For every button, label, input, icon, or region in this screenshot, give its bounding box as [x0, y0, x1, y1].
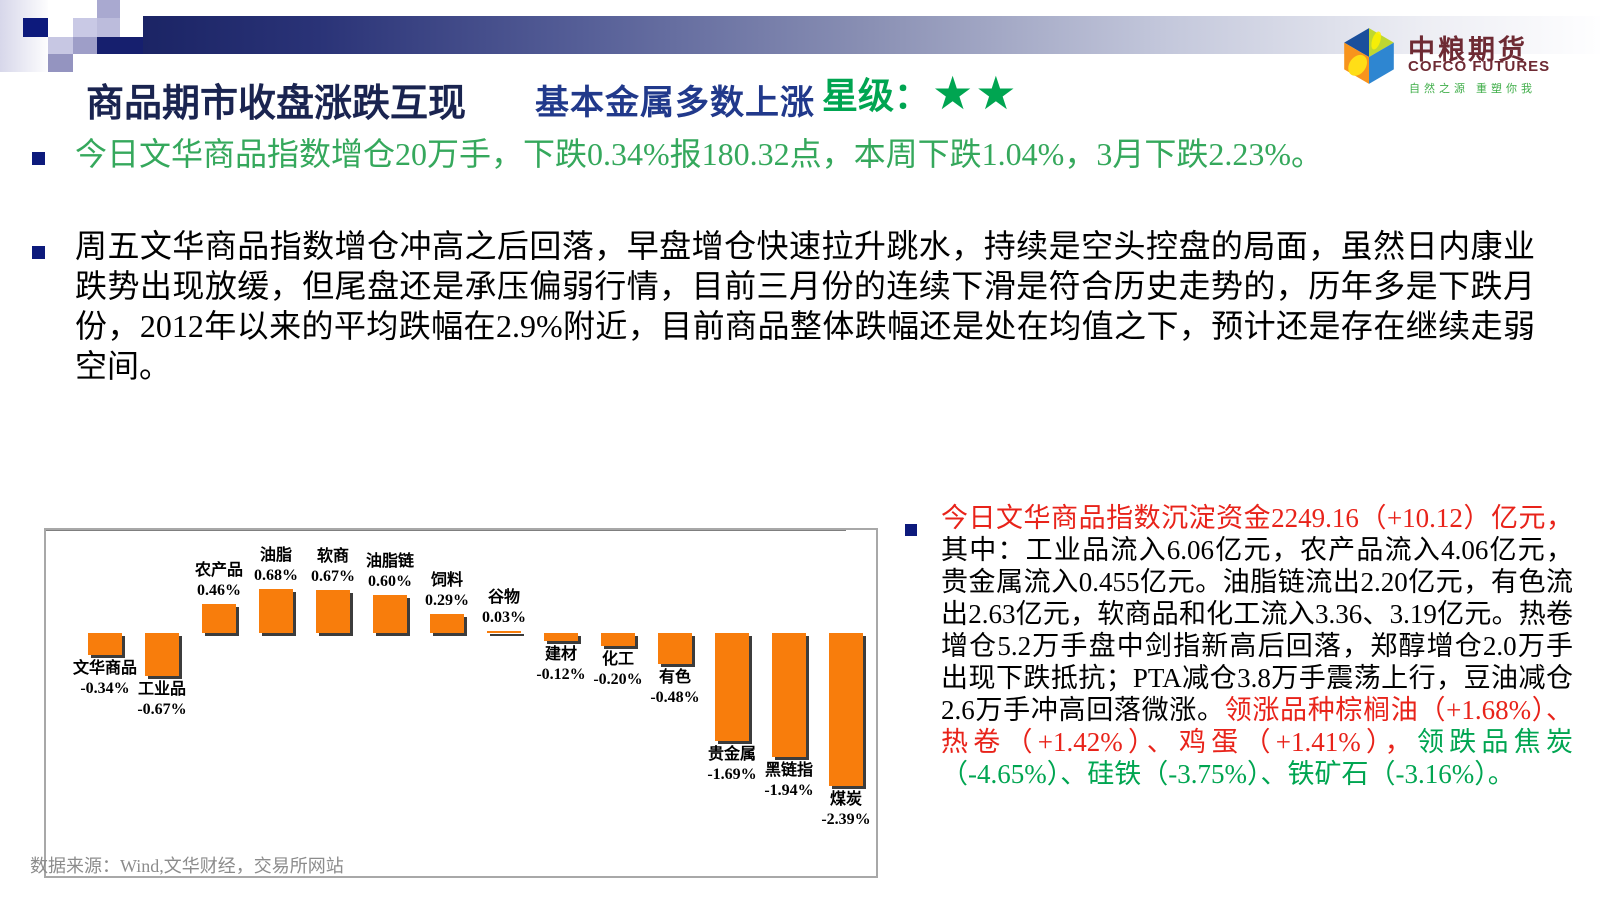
- bullet-1-text: 今日文华商品指数增仓20万手，下跌0.34%报180.32点，本周下跌1.04%…: [75, 136, 1323, 172]
- chart-value-label: 0.03%: [482, 609, 526, 626]
- chart-bar-label-11: 有色 -0.48%: [650, 668, 699, 708]
- commentary-segment-2: 其中：工业品流入6.06亿元，农产品流入4.06亿元，贵金属流入0.455亿元。…: [941, 535, 1573, 725]
- chart-bar-1: [88, 633, 122, 655]
- star-rating: 星级： ★★: [822, 66, 1019, 120]
- chart-value-label: 0.68%: [254, 567, 298, 585]
- chart-bar-11: [658, 633, 692, 664]
- chart-value-label: -0.34%: [80, 679, 130, 697]
- page-title-part2: 基本金属多数上涨: [535, 84, 815, 122]
- chart-bar-label-12: 贵金属 -1.69%: [707, 745, 756, 785]
- chart-category-name: 有色: [658, 668, 692, 686]
- chart-value-label: -1.69%: [707, 766, 757, 784]
- commentary-text: 今日文华商品指数沉淀资金2249.16（+10.12）亿元，其中：工业品流入6.…: [941, 502, 1573, 790]
- chart-category-name: 黑链指: [764, 762, 814, 780]
- bullet-marker: [905, 524, 917, 536]
- chart-category-name: 贵金属: [707, 746, 757, 764]
- chart-category-name: 文华商品: [72, 659, 138, 677]
- chart-category-name: 工业品: [137, 680, 187, 698]
- chart-bar-8: [487, 631, 521, 633]
- chart-value-label: -0.48%: [650, 688, 700, 706]
- chart-category-name: 油脂: [259, 547, 292, 565]
- chart-value-label: -1.94%: [764, 782, 814, 800]
- deco-square: [97, 18, 120, 37]
- star-rating-label: 星级：: [822, 75, 931, 116]
- chart-category-name: 油脂链: [365, 552, 415, 570]
- deco-square: [97, 0, 120, 18]
- chart-bar-label-13: 黑链指 -1.94%: [764, 761, 813, 801]
- chart-bar-label-8: 谷物 0.03%: [482, 588, 526, 628]
- bullet-marker: [32, 246, 45, 259]
- deco-square: [73, 37, 97, 54]
- chart-bar-label-7: 饲料 0.29%: [425, 571, 469, 611]
- logo-name-en: COFCO FUTURES: [1408, 58, 1551, 75]
- chart-category-name: 建材: [544, 645, 578, 663]
- chart-bar-4: [259, 589, 293, 633]
- chart-value-label: 0.60%: [367, 572, 412, 590]
- chart-bar-9: [544, 633, 578, 641]
- deco-square: [48, 37, 73, 54]
- deco-square: [73, 18, 97, 37]
- chart-zero-axis: [46, 530, 846, 531]
- chart-bar-7: [430, 614, 464, 633]
- chart-bar-label-6: 油脂链 0.60%: [366, 552, 414, 592]
- chart-bar-label-10: 化工 -0.20%: [593, 650, 642, 690]
- chart-bar-label-14: 煤炭 -2.39%: [821, 790, 870, 830]
- logo-tagline: 自然之源 重塑你我: [1409, 83, 1537, 95]
- chart-value-label: 0.46%: [196, 581, 241, 599]
- bullet-2-text: 周五文华商品指数增仓冲高之后回落，早盘增仓快速拉升跳水，持续是空头控盘的局面，虽…: [75, 228, 1535, 384]
- cofco-logo-icon: [1344, 28, 1394, 84]
- chart-value-label: -2.39%: [821, 810, 871, 828]
- chart-category-name: 化工: [601, 650, 635, 668]
- page-title-part1: 商品期市收盘涨跌互现: [86, 83, 467, 125]
- chart-bar-label-3: 农产品 0.46%: [195, 561, 243, 601]
- chart-value-label: -0.67%: [137, 700, 187, 718]
- chart-bar-14: [829, 633, 863, 786]
- bullet-marker: [32, 152, 45, 165]
- chart-bar-label-1: 文华商品 -0.34%: [73, 659, 137, 699]
- deco-square-navy: [23, 18, 48, 37]
- commentary-segment-4: 领跌品焦炭（-4.65%）、硅铁（-3.75%）、铁矿石（-3.16%）。: [941, 727, 1573, 789]
- chart-category-name: 饲料: [430, 572, 463, 590]
- chart-bar-13: [772, 633, 806, 758]
- chart-category-name: 谷物: [487, 589, 520, 606]
- bar-chart: 文华商品 -0.34% 工业品 -0.67% 农产品 0.46% 油脂 0.68% 软商 0.67…: [44, 528, 878, 878]
- chart-bar-label-4: 油脂 0.68%: [254, 546, 298, 586]
- logo-name-cn: 中粮期货: [1408, 35, 1528, 65]
- chart-bar-6: [373, 594, 407, 633]
- data-source-note: 数据来源：Wind,文华财经，交易所网站: [30, 856, 344, 876]
- chart-bar-label-9: 建材 -0.12%: [536, 645, 585, 685]
- chart-category-name: 农产品: [194, 561, 244, 579]
- star-icons: ★★: [932, 67, 1019, 119]
- chart-bar-label-2: 工业品 -0.67%: [137, 680, 186, 720]
- chart-bar-2: [145, 633, 179, 676]
- chart-value-label: -0.12%: [536, 665, 586, 683]
- chart-category-name: 煤炭: [829, 790, 863, 808]
- chart-bar-3: [202, 603, 236, 633]
- deco-square-dark-step: [97, 37, 144, 54]
- commentary-segment-1: 今日文华商品指数沉淀资金2249.16（+10.12）亿元，: [941, 503, 1573, 533]
- chart-value-label: 0.67%: [311, 568, 355, 586]
- chart-bar-label-5: 软商 0.67%: [311, 547, 355, 587]
- chart-bar-10: [601, 633, 635, 646]
- deco-square: [48, 54, 73, 72]
- chart-value-label: 0.29%: [425, 592, 469, 610]
- chart-bar-5: [316, 590, 350, 633]
- chart-category-name: 软商: [316, 548, 349, 566]
- chart-bar-12: [715, 633, 749, 742]
- commentary-segment-3: 领涨品种棕榈油（+1.68%）、热卷（+1.42%）、鸡蛋（+1.41%），: [941, 695, 1573, 757]
- chart-value-label: -0.20%: [593, 670, 643, 688]
